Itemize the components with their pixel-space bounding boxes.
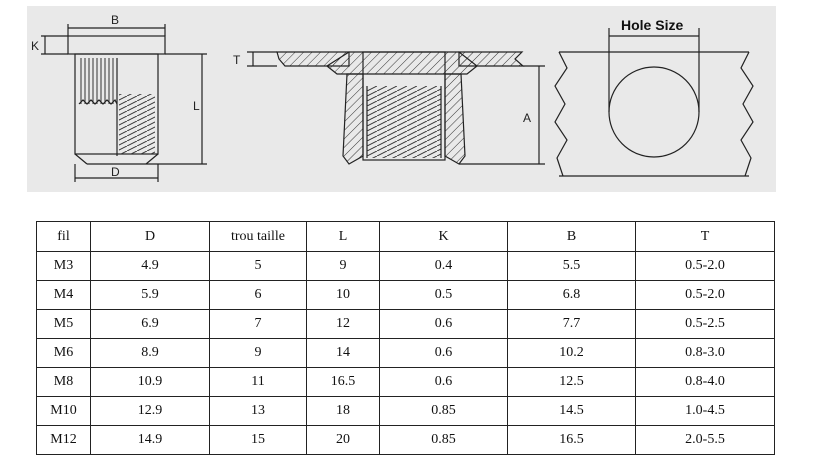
cell-t: 0.5-2.0 [635, 251, 775, 281]
header-t: T [635, 221, 775, 252]
cell-t: 0.5-2.0 [635, 280, 775, 310]
cell-t: 0.8-4.0 [635, 367, 775, 397]
cell-trou-taille: 13 [209, 396, 307, 426]
cell-trou-taille: 6 [209, 280, 307, 310]
hole-size-view [554, 28, 754, 177]
label-d: D [111, 165, 120, 179]
cell-b: 7.7 [507, 309, 636, 339]
cell-d: 4.9 [90, 251, 210, 281]
header-k: K [379, 221, 508, 252]
header-fil: fil [36, 221, 91, 252]
hole-size-label: Hole Size [621, 17, 683, 33]
cell-b: 10.2 [507, 338, 636, 368]
cell-l: 9 [306, 251, 380, 281]
label-b: B [111, 13, 119, 27]
cell-trou-taille: 5 [209, 251, 307, 281]
cell-fil: M8 [36, 367, 91, 397]
header-l: L [306, 221, 380, 252]
cell-d: 8.9 [90, 338, 210, 368]
cell-fil: M10 [36, 396, 91, 426]
table-row: M6 8.9 9 14 0.6 10.2 0.8-3.0 [36, 338, 775, 368]
cell-d: 6.9 [90, 309, 210, 339]
cell-k: 0.5 [379, 280, 508, 310]
cell-l: 14 [306, 338, 380, 368]
cell-k: 0.6 [379, 309, 508, 339]
cell-d: 14.9 [90, 425, 210, 455]
cell-l: 20 [306, 425, 380, 455]
cell-l: 12 [306, 309, 380, 339]
cell-k: 0.85 [379, 425, 508, 455]
table-row: M8 10.9 11 16.5 0.6 12.5 0.8-4.0 [36, 367, 775, 397]
label-a: A [523, 111, 531, 125]
cell-b: 14.5 [507, 396, 636, 426]
cell-fil: M3 [36, 251, 91, 281]
table-row: M5 6.9 7 12 0.6 7.7 0.5-2.5 [36, 309, 775, 339]
cell-d: 5.9 [90, 280, 210, 310]
cell-trou-taille: 15 [209, 425, 307, 455]
cell-b: 12.5 [507, 367, 636, 397]
table-row: M10 12.9 13 18 0.85 14.5 1.0-4.5 [36, 396, 775, 426]
header-d: D [90, 221, 210, 252]
label-t: T [233, 53, 241, 67]
rivet-nut-installed-section [247, 51, 545, 165]
cell-t: 0.8-3.0 [635, 338, 775, 368]
cell-trou-taille: 11 [209, 367, 307, 397]
table-row: M12 14.9 15 20 0.85 16.5 2.0-5.5 [36, 425, 775, 455]
rivet-nut-drawings: B K L D T A [31, 13, 754, 182]
cell-l: 10 [306, 280, 380, 310]
header-b: B [507, 221, 636, 252]
cell-fil: M4 [36, 280, 91, 310]
cell-l: 16.5 [306, 367, 380, 397]
cell-b: 16.5 [507, 425, 636, 455]
cell-l: 18 [306, 396, 380, 426]
header-trou-taille: trou taille [209, 221, 307, 252]
cell-k: 0.85 [379, 396, 508, 426]
cell-t: 2.0-5.5 [635, 425, 775, 455]
table-row: M3 4.9 5 9 0.4 5.5 0.5-2.0 [36, 251, 775, 281]
cell-k: 0.4 [379, 251, 508, 281]
table-row: M4 5.9 6 10 0.5 6.8 0.5-2.0 [36, 280, 775, 310]
technical-drawing-panel: B K L D T A [27, 6, 776, 192]
cell-k: 0.6 [379, 338, 508, 368]
cell-b: 5.5 [507, 251, 636, 281]
cell-trou-taille: 7 [209, 309, 307, 339]
cell-k: 0.6 [379, 367, 508, 397]
table-header-row: fil D trou taille L K B T [36, 221, 775, 252]
rivet-nut-spec-table: fil D trou taille L K B T M3 4.9 5 9 0.4… [36, 221, 775, 455]
cell-d: 12.9 [90, 396, 210, 426]
rivet-nut-side-view [41, 24, 207, 182]
cell-t: 0.5-2.5 [635, 309, 775, 339]
cell-t: 1.0-4.5 [635, 396, 775, 426]
label-k: K [31, 39, 39, 53]
label-l: L [193, 99, 200, 113]
cell-d: 10.9 [90, 367, 210, 397]
cell-fil: M6 [36, 338, 91, 368]
cell-b: 6.8 [507, 280, 636, 310]
cell-fil: M5 [36, 309, 91, 339]
cell-fil: M12 [36, 425, 91, 455]
cell-trou-taille: 9 [209, 338, 307, 368]
